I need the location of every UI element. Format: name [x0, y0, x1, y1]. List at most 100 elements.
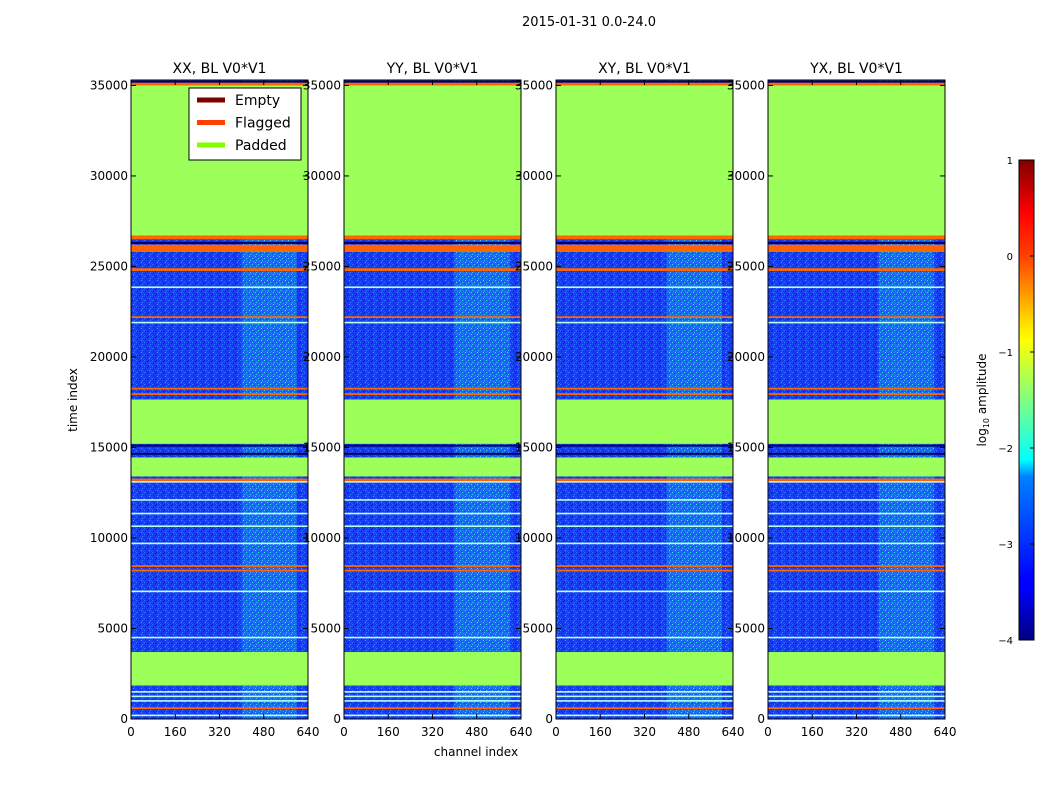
colorbar-tick-label: −4 — [998, 636, 1013, 647]
padded-band — [768, 652, 945, 686]
bright-line — [768, 321, 945, 324]
bright-line — [556, 525, 733, 528]
bright-line — [344, 481, 521, 483]
x-tick-label: 640 — [297, 725, 320, 739]
y-tick-label: 20000 — [515, 350, 553, 364]
bright-line — [344, 512, 521, 515]
flagged-band — [131, 478, 308, 481]
dark-line — [768, 241, 945, 244]
y-axis-label: time index — [66, 368, 80, 432]
dark-line — [344, 452, 521, 455]
flagged-band — [768, 478, 945, 481]
padded-band — [344, 457, 521, 477]
x-tick-label: 480 — [677, 725, 700, 739]
legend-label: Empty — [235, 93, 280, 109]
bright-line — [556, 700, 733, 702]
bright-line — [131, 590, 308, 593]
flagged-band — [768, 244, 945, 252]
x-tick-label: 0 — [127, 725, 135, 739]
y-tick-label: 35000 — [303, 78, 341, 92]
bright-line — [344, 691, 521, 693]
dark-line — [131, 444, 308, 447]
bright-line — [556, 286, 733, 289]
y-tick-label: 30000 — [303, 169, 341, 183]
colorbar-label: log10 amplitude — [975, 354, 991, 447]
flagged-band — [344, 569, 521, 572]
flagged-band — [556, 244, 733, 252]
padded-band — [344, 652, 521, 686]
x-tick-label: 320 — [845, 725, 868, 739]
bright-line — [131, 321, 308, 324]
dark-line — [344, 444, 521, 447]
y-tick-label: 25000 — [90, 259, 128, 273]
flagged-band — [131, 565, 308, 567]
x-tick-label: 320 — [633, 725, 656, 739]
flagged-band — [556, 565, 733, 567]
bright-line — [131, 691, 308, 693]
flagged-band — [344, 316, 521, 319]
x-tick-label: 320 — [208, 725, 231, 739]
x-axis-label: channel index — [434, 745, 518, 759]
y-tick-label: 15000 — [303, 440, 341, 454]
x-tick-label: 160 — [589, 725, 612, 739]
bright-line — [768, 700, 945, 702]
y-tick-label: 15000 — [515, 440, 553, 454]
bright-line — [131, 499, 308, 501]
colorbar-tick-label: −1 — [998, 348, 1013, 359]
dark-line — [768, 452, 945, 455]
y-tick-label: 30000 — [90, 169, 128, 183]
y-tick-label: 20000 — [727, 350, 765, 364]
bright-line — [768, 286, 945, 289]
padded-band — [768, 457, 945, 477]
x-tick-label: 640 — [510, 725, 533, 739]
flagged-band — [768, 569, 945, 572]
bright-line — [344, 700, 521, 702]
panel-title: XX, BL V0*V1 — [173, 61, 267, 77]
colorbar-gradient — [1018, 159, 1035, 641]
flagged-band — [768, 393, 945, 395]
x-tick-label: 160 — [164, 725, 187, 739]
bright-line — [556, 691, 733, 693]
flagged-band — [131, 387, 308, 390]
dark-line — [768, 444, 945, 447]
dark-line — [556, 452, 733, 455]
x-tick-label: 320 — [421, 725, 444, 739]
bright-line — [344, 590, 521, 593]
y-tick-label: 5000 — [734, 621, 765, 635]
padded-band — [556, 652, 733, 686]
panel-title: XY, BL V0*V1 — [598, 61, 691, 77]
bright-line — [556, 499, 733, 501]
bright-line — [768, 695, 945, 698]
y-tick-label: 10000 — [727, 531, 765, 545]
bright-line — [131, 542, 308, 545]
bright-line — [768, 499, 945, 501]
x-tick-label: 480 — [252, 725, 275, 739]
bright-line — [556, 481, 733, 483]
figure-title: 2015-01-31 0.0-24.0 — [522, 15, 656, 30]
padded-band — [344, 85, 521, 236]
flagged-band — [768, 707, 945, 710]
y-tick-label: 5000 — [522, 621, 553, 635]
bright-line — [556, 512, 733, 515]
bright-line — [768, 691, 945, 693]
colorbar-tick-label: −2 — [998, 444, 1013, 455]
bright-line — [556, 321, 733, 324]
y-tick-label: 0 — [120, 712, 128, 726]
x-tick-label: 0 — [764, 725, 772, 739]
padded-band — [556, 457, 733, 477]
bright-line — [556, 542, 733, 545]
padded-band — [768, 85, 945, 236]
flagged-band — [556, 387, 733, 390]
panel-title: YX, BL V0*V1 — [809, 61, 903, 77]
y-tick-label: 15000 — [727, 440, 765, 454]
flagged-band — [556, 316, 733, 319]
y-tick-label: 35000 — [727, 78, 765, 92]
y-tick-label: 0 — [757, 712, 765, 726]
bright-line — [556, 590, 733, 593]
legend-label: Padded — [235, 138, 287, 154]
flagged-band — [556, 569, 733, 572]
flagged-band — [768, 235, 945, 240]
bright-line — [768, 525, 945, 528]
flagged-band — [556, 393, 733, 395]
flagged-band — [344, 478, 521, 481]
